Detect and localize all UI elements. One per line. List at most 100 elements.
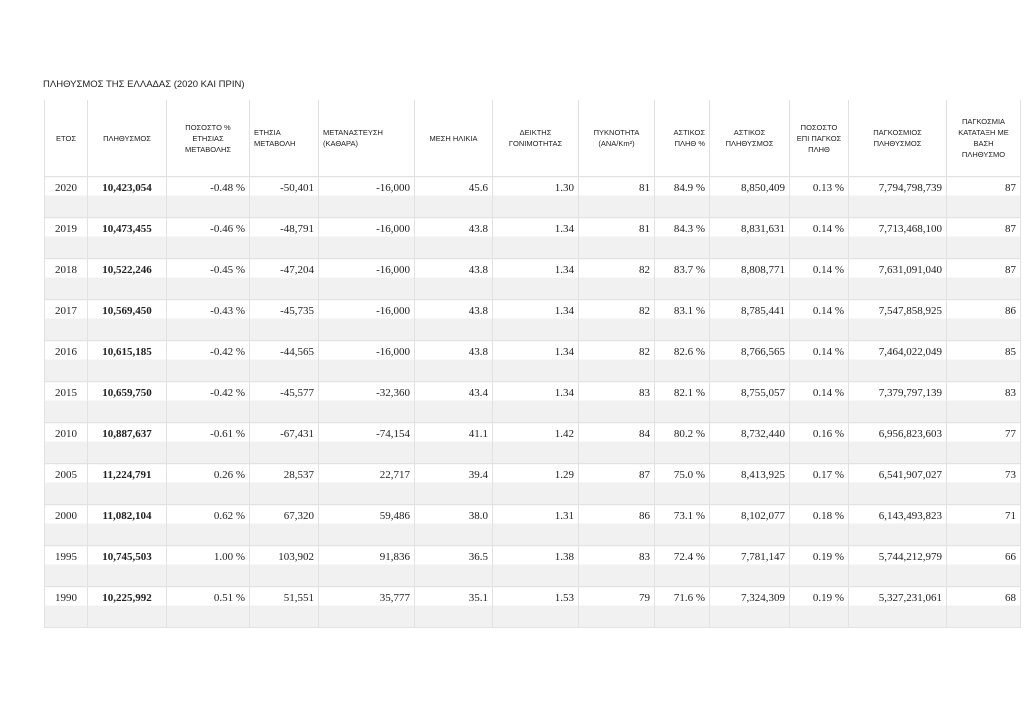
column-header: ΠΟΣΟΣΤΟ ΕΠΙ ΠΑΓΚΟΣ ΠΛΗΘ (789, 100, 849, 177)
table-cell: 43.8 (414, 258, 493, 300)
table-cell: 86 (946, 299, 1021, 341)
table-cell: 82 (578, 299, 655, 341)
table-cell: 87 (946, 258, 1021, 300)
table-cell: 87 (578, 463, 655, 505)
table-cell: 66 (946, 545, 1021, 587)
column-header: ΠΛΗΘΥΣΜΟΣ (87, 100, 167, 177)
table-cell: 0.62 % (166, 504, 250, 546)
table-cell: 83 (578, 381, 655, 423)
table-cell: -45,735 (249, 299, 319, 341)
table-cell: 83.1 % (654, 299, 710, 341)
table-cell: 0.16 % (789, 422, 849, 464)
table-cell: 35,777 (318, 586, 415, 628)
table-cell: -50,401 (249, 176, 319, 218)
table-cell: 8,102,077 (709, 504, 790, 546)
table-cell: 6,956,823,603 (848, 422, 947, 464)
table-cell: 10,745,503 (87, 545, 167, 587)
population-table: ΕΤΟΣ ΠΛΗΘΥΣΜΟΣ ΠΟΣΟΣΤΟ % ΕΤΗΣΙΑΣ ΜΕΤΑΒΟΛΗΣ… (44, 100, 1021, 628)
table-cell: 28,537 (249, 463, 319, 505)
table-cell: 0.18 % (789, 504, 849, 546)
table-cell: 7,713,468,100 (848, 217, 947, 259)
table-row: 2015 10,659,750 -0.42 % -45,577 -32,360 43.4 1… (44, 381, 1021, 423)
table-cell: 0.14 % (789, 381, 849, 423)
table-cell: 7,464,022,049 (848, 340, 947, 382)
table-cell: 68 (946, 586, 1021, 628)
table-cell: 43.8 (414, 340, 493, 382)
table-cell: 1990 (44, 586, 88, 628)
table-cell: 43.8 (414, 299, 493, 341)
column-header: ΠΟΣΟΣΤΟ % ΕΤΗΣΙΑΣ ΜΕΤΑΒΟΛΗΣ (166, 100, 250, 177)
table-row: 2005 11,224,791 0.26 % 28,537 22,717 39.4 1.29… (44, 463, 1021, 505)
column-header: ΠΑΓΚΟΣΜΙΟΣ ΠΛΗΘΥΣΜΟΣ (848, 100, 947, 177)
table-cell: 77 (946, 422, 1021, 464)
table-cell: 1.34 (492, 340, 579, 382)
table-cell: 83 (578, 545, 655, 587)
table-cell: 6,143,493,823 (848, 504, 947, 546)
table-cell: 82.6 % (654, 340, 710, 382)
column-header: ΕΤΟΣ (44, 100, 88, 177)
table-cell: 2005 (44, 463, 88, 505)
table-cell: 7,631,091,040 (848, 258, 947, 300)
table-cell: 80.2 % (654, 422, 710, 464)
table-body: 2020 10,423,054 -0.48 % -50,401 -16,000 45.6 1… (44, 176, 1021, 628)
table-cell: 84 (578, 422, 655, 464)
table-cell: 2020 (44, 176, 88, 218)
table-cell: 71 (946, 504, 1021, 546)
table-cell: 71.6 % (654, 586, 710, 628)
table-cell: 8,732,440 (709, 422, 790, 464)
table-row: 2000 11,082,104 0.62 % 67,320 59,486 38.0 1.31… (44, 504, 1021, 546)
table-cell: 10,887,637 (87, 422, 167, 464)
table-cell: 1.31 (492, 504, 579, 546)
table-cell: 59,486 (318, 504, 415, 546)
table-cell: 7,794,798,739 (848, 176, 947, 218)
table-cell: -0.43 % (166, 299, 250, 341)
table-cell: 8,785,441 (709, 299, 790, 341)
table-cell: 6,541,907,027 (848, 463, 947, 505)
table-cell: 72.4 % (654, 545, 710, 587)
table-cell: 7,781,147 (709, 545, 790, 587)
table-row: 2019 10,473,455 -0.46 % -48,791 -16,000 43.8 1… (44, 217, 1021, 259)
table-row: 1995 10,745,503 1.00 % 103,902 91,836 36.5 1.3… (44, 545, 1021, 587)
table-row: 2017 10,569,450 -0.43 % -45,735 -16,000 43.8 1… (44, 299, 1021, 341)
table-cell: -0.48 % (166, 176, 250, 218)
table-cell: 1.34 (492, 299, 579, 341)
table-cell: 2017 (44, 299, 88, 341)
table-cell: 75.0 % (654, 463, 710, 505)
table-cell: 11,224,791 (87, 463, 167, 505)
table-cell: 38.0 (414, 504, 493, 546)
table-cell: 0.19 % (789, 545, 849, 587)
table-cell: 81 (578, 176, 655, 218)
table-cell: 0.26 % (166, 463, 250, 505)
table-cell: 51,551 (249, 586, 319, 628)
table-cell: 2010 (44, 422, 88, 464)
table-cell: -0.42 % (166, 340, 250, 382)
table-cell: 43.4 (414, 381, 493, 423)
table-cell: 11,082,104 (87, 504, 167, 546)
table-row: 2018 10,522,246 -0.45 % -47,204 -16,000 43.8 1… (44, 258, 1021, 300)
table-cell: 82 (578, 258, 655, 300)
table-cell: 5,327,231,061 (848, 586, 947, 628)
table-row: 2020 10,423,054 -0.48 % -50,401 -16,000 45.6 1… (44, 176, 1021, 218)
table-cell: 22,717 (318, 463, 415, 505)
table-cell: 10,659,750 (87, 381, 167, 423)
table-cell: 0.17 % (789, 463, 849, 505)
column-header: ΜΕΤΑΝΑΣΤΕΥΣΗ (ΚΑΘΑΡΑ) (318, 100, 415, 177)
table-cell: 35.1 (414, 586, 493, 628)
table-cell: -16,000 (318, 217, 415, 259)
table-cell: 79 (578, 586, 655, 628)
table-cell: 10,473,455 (87, 217, 167, 259)
table-cell: -47,204 (249, 258, 319, 300)
table-cell: 82 (578, 340, 655, 382)
table-cell: 2016 (44, 340, 88, 382)
table-cell: 10,615,185 (87, 340, 167, 382)
table-cell: 1.30 (492, 176, 579, 218)
table-cell: 0.14 % (789, 299, 849, 341)
column-header: ΜΕΣΗ ΗΛΙΚΙΑ (414, 100, 493, 177)
table-cell: -48,791 (249, 217, 319, 259)
table-cell: 1.42 (492, 422, 579, 464)
table-cell: 1.34 (492, 217, 579, 259)
table-cell: 10,423,054 (87, 176, 167, 218)
table-cell: 10,569,450 (87, 299, 167, 341)
table-cell: 2019 (44, 217, 88, 259)
